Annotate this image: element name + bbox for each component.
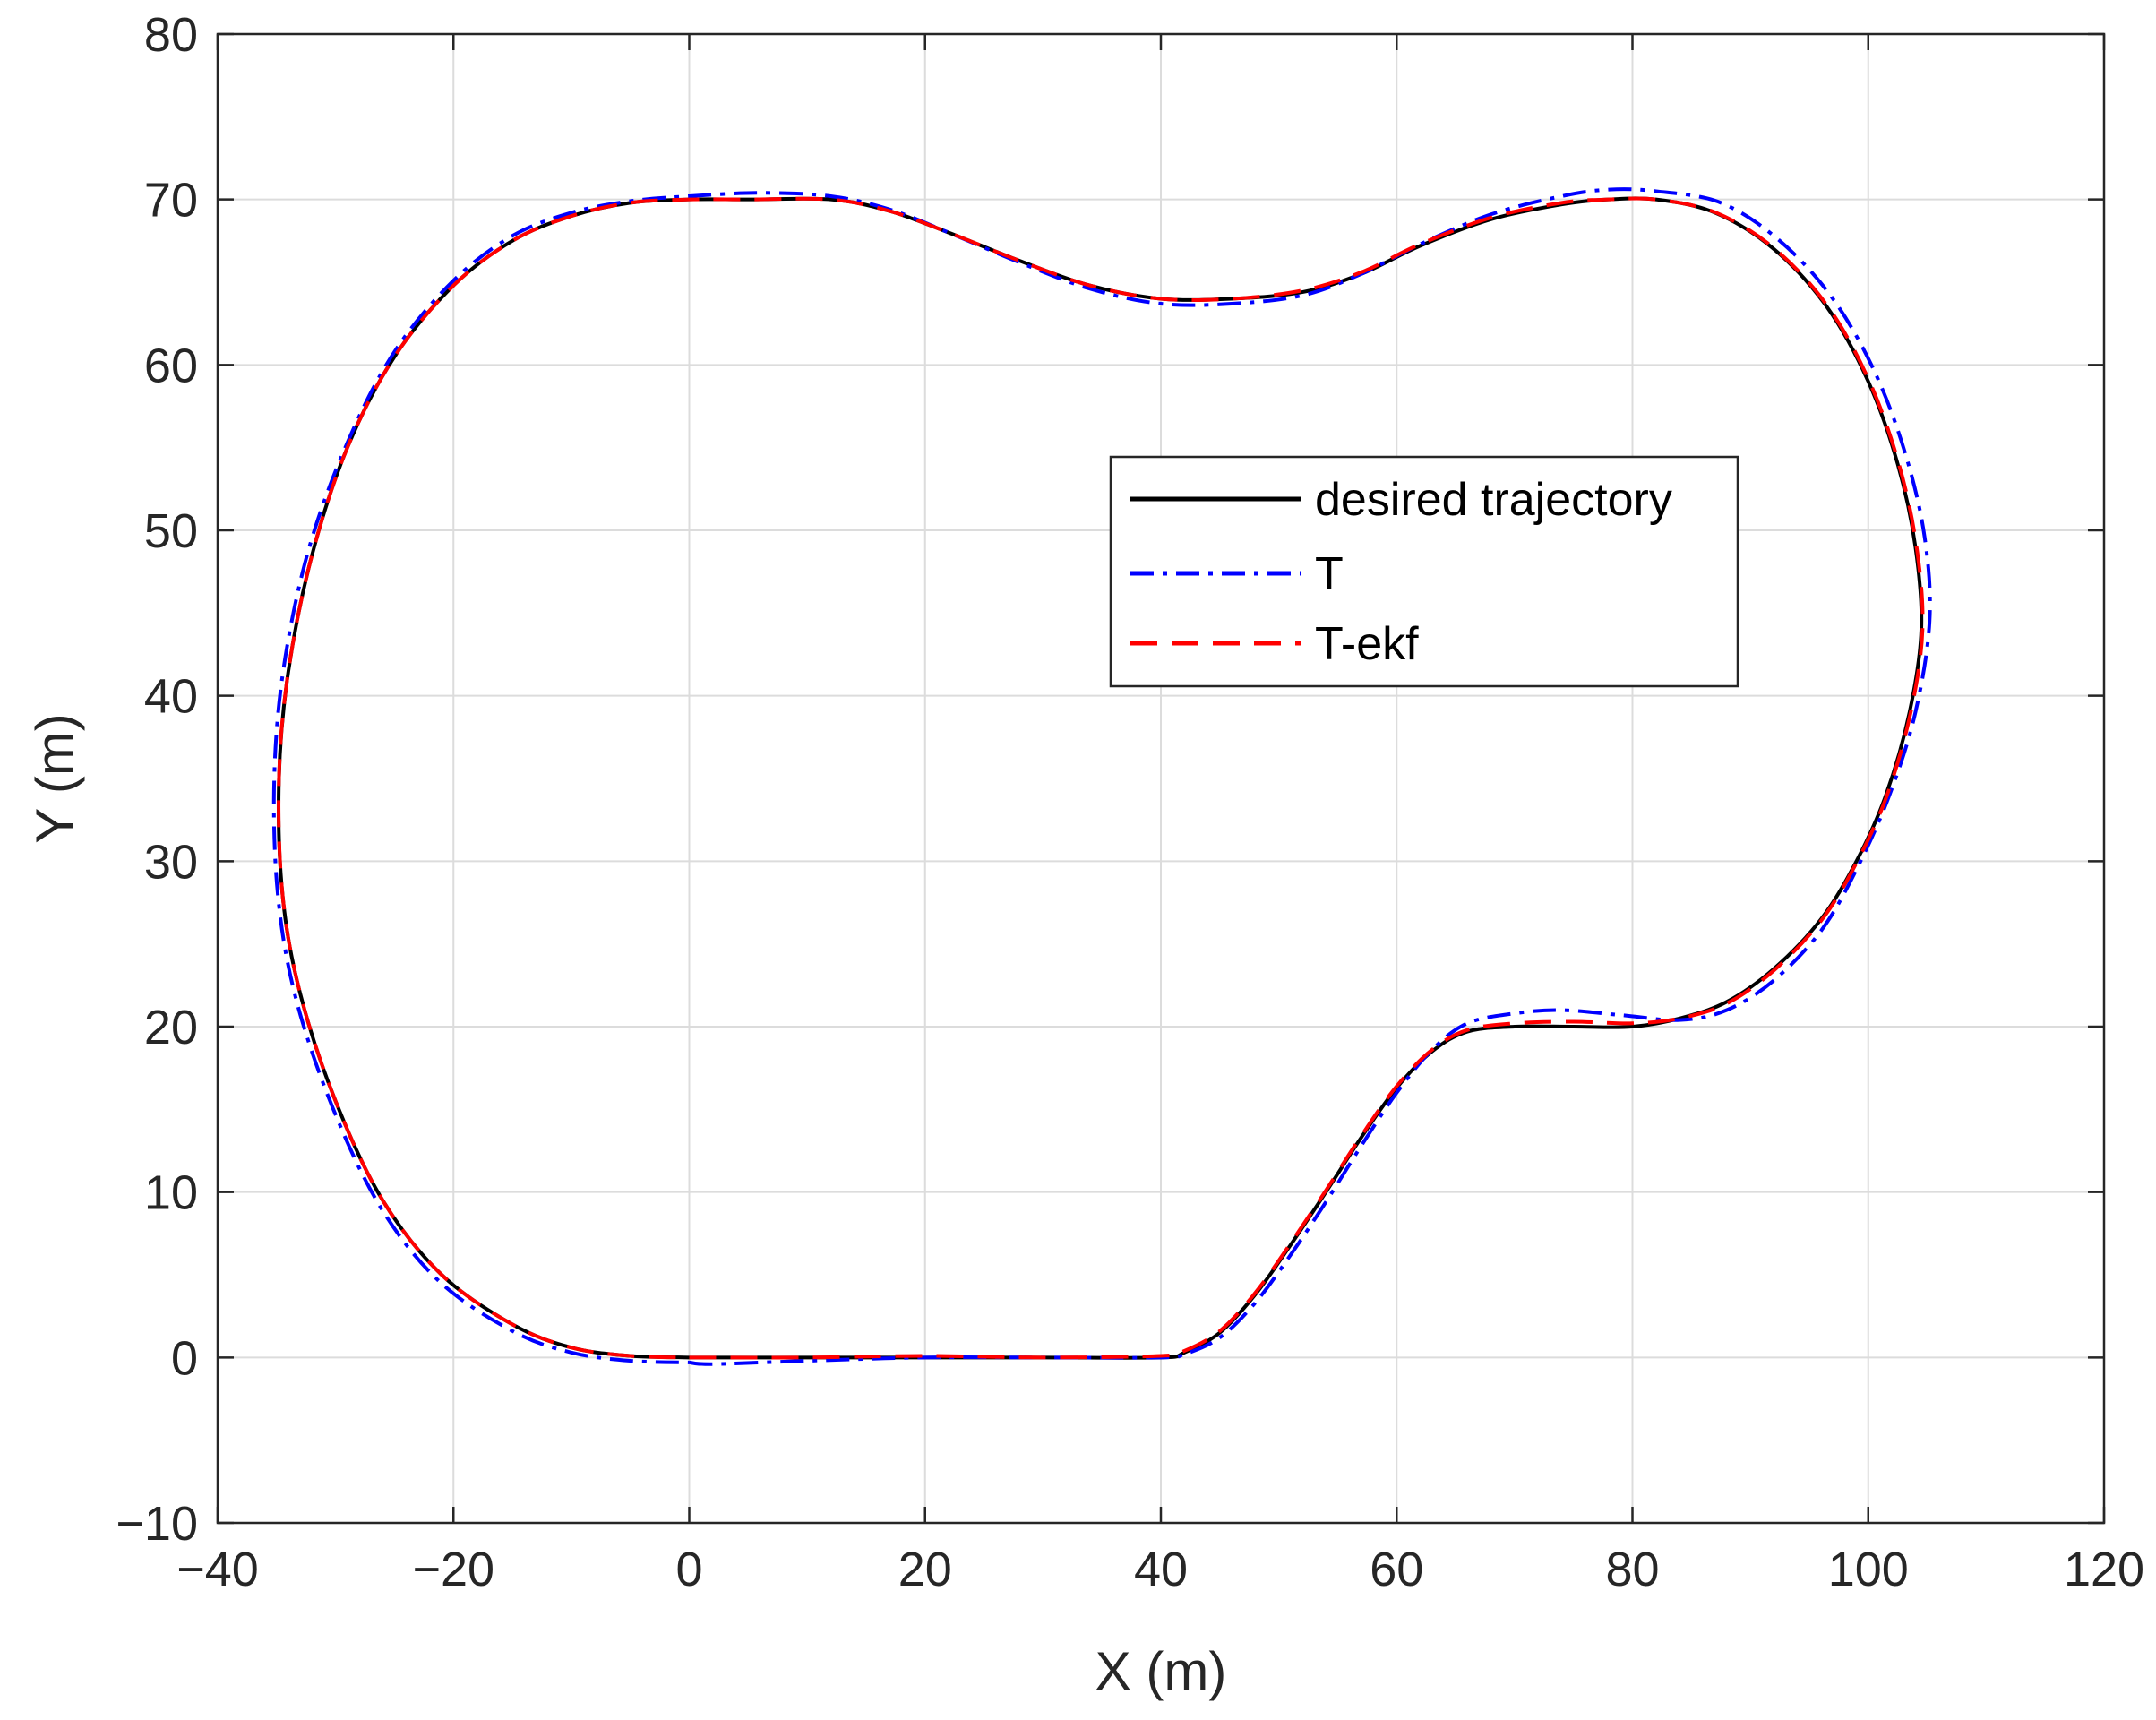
x-tick-label: 40 — [1134, 1543, 1188, 1596]
series-lines — [271, 187, 1932, 1366]
x-tick-label: −40 — [176, 1543, 259, 1596]
x-tick-label: 80 — [1605, 1543, 1659, 1596]
legend-label-desired-trajectory: desired trajectory — [1315, 474, 1672, 526]
x-axis-label: X (m) — [1095, 1641, 1227, 1701]
x-tick-label: −20 — [412, 1543, 494, 1596]
y-tick-label: 40 — [144, 670, 198, 724]
series-line-t — [271, 187, 1932, 1366]
y-tick-label: 30 — [144, 835, 198, 889]
x-tick-label: 0 — [675, 1543, 702, 1596]
legend-box — [1109, 455, 1739, 688]
x-tick-label: 60 — [1370, 1543, 1423, 1596]
x-tick-label: 120 — [2064, 1543, 2144, 1596]
y-tick-label: −10 — [116, 1497, 198, 1551]
y-tick-label: 10 — [144, 1166, 198, 1220]
y-tick-label: 0 — [171, 1331, 198, 1385]
x-tick-label: 20 — [898, 1543, 952, 1596]
plot-frame — [216, 32, 2106, 1525]
y-tick-label: 60 — [144, 339, 198, 392]
series-line-t-ekf — [277, 196, 1925, 1360]
x-tick-label: 100 — [1828, 1543, 1909, 1596]
legend-label-t: T — [1315, 548, 1344, 600]
axis-ticks — [216, 32, 2106, 1525]
legend-label-t-ekf: T-ekf — [1315, 618, 1419, 670]
y-tick-label: 20 — [144, 1001, 198, 1054]
plot-area — [271, 187, 1932, 1366]
tick-labels: −40 −20 0 20 40 60 80 100 120 −10 0 10 20 30 40 50 60 70 8… — [116, 8, 2144, 1596]
legend: desired trajectory T T-ekf — [1109, 455, 1739, 688]
y-tick-label: 80 — [144, 8, 198, 62]
y-tick-label: 70 — [144, 174, 198, 228]
y-axis-label: Y (m) — [25, 713, 85, 844]
y-tick-label: 50 — [144, 504, 198, 558]
